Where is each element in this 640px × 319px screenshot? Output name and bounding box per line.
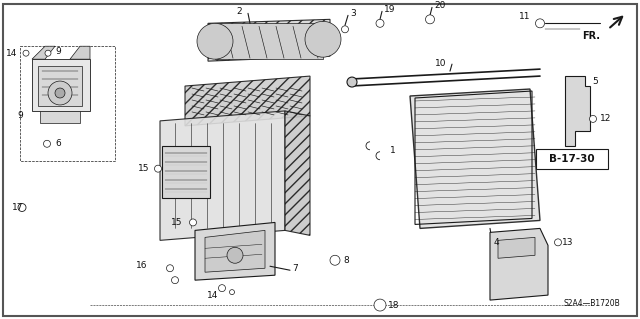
Circle shape [426,15,435,24]
Text: S2A4—B1720B: S2A4—B1720B [563,299,620,308]
Text: 9: 9 [55,47,61,56]
Circle shape [305,21,341,57]
Circle shape [166,265,173,272]
Polygon shape [410,89,540,228]
Circle shape [189,219,196,226]
Text: 3: 3 [350,9,356,18]
Polygon shape [498,237,535,258]
Polygon shape [285,111,310,235]
Circle shape [23,50,29,56]
Text: 6: 6 [55,139,61,148]
Text: 14: 14 [207,291,218,300]
Text: 11: 11 [518,12,530,21]
Circle shape [230,290,234,295]
Circle shape [342,26,349,33]
Text: 17: 17 [12,203,24,212]
Text: 19: 19 [384,5,396,14]
Polygon shape [38,66,82,106]
Polygon shape [32,59,90,111]
Text: 10: 10 [435,59,447,68]
Circle shape [218,285,225,292]
Text: 20: 20 [434,1,445,10]
Polygon shape [565,76,590,146]
Polygon shape [70,46,90,59]
Text: 5: 5 [592,77,598,85]
Circle shape [172,277,179,284]
Text: 14: 14 [6,49,17,58]
Text: 9: 9 [17,111,23,120]
Text: 4: 4 [494,238,500,247]
Bar [162,146,210,197]
Text: 12: 12 [600,115,611,123]
Text: 2: 2 [236,7,242,16]
Circle shape [347,77,357,87]
Bar [536,149,608,169]
Circle shape [48,81,72,105]
Circle shape [55,88,65,98]
Circle shape [589,115,596,122]
Text: 16: 16 [136,261,147,270]
Polygon shape [185,76,310,126]
Text: 8: 8 [343,256,349,265]
Circle shape [45,50,51,56]
Circle shape [44,140,51,147]
Bar [40,111,80,123]
Text: 15: 15 [170,218,182,227]
Circle shape [376,19,384,27]
Polygon shape [32,46,55,59]
Polygon shape [208,19,330,61]
Polygon shape [490,228,548,300]
Text: B-17-30: B-17-30 [549,154,595,164]
Circle shape [197,23,233,59]
Circle shape [554,239,561,246]
Text: 1: 1 [390,146,396,155]
Circle shape [227,247,243,263]
Circle shape [330,255,340,265]
Text: 18: 18 [388,300,399,309]
Text: 13: 13 [562,238,573,247]
Text: 15: 15 [138,164,149,173]
Text: FR.: FR. [582,31,600,41]
Circle shape [374,299,386,311]
Circle shape [536,19,545,28]
Circle shape [18,204,26,211]
Circle shape [154,165,161,172]
Bar [215,23,323,59]
Polygon shape [195,222,275,280]
Polygon shape [205,230,265,272]
Bar [20,46,115,161]
Polygon shape [160,111,285,240]
Text: 7: 7 [292,264,298,273]
